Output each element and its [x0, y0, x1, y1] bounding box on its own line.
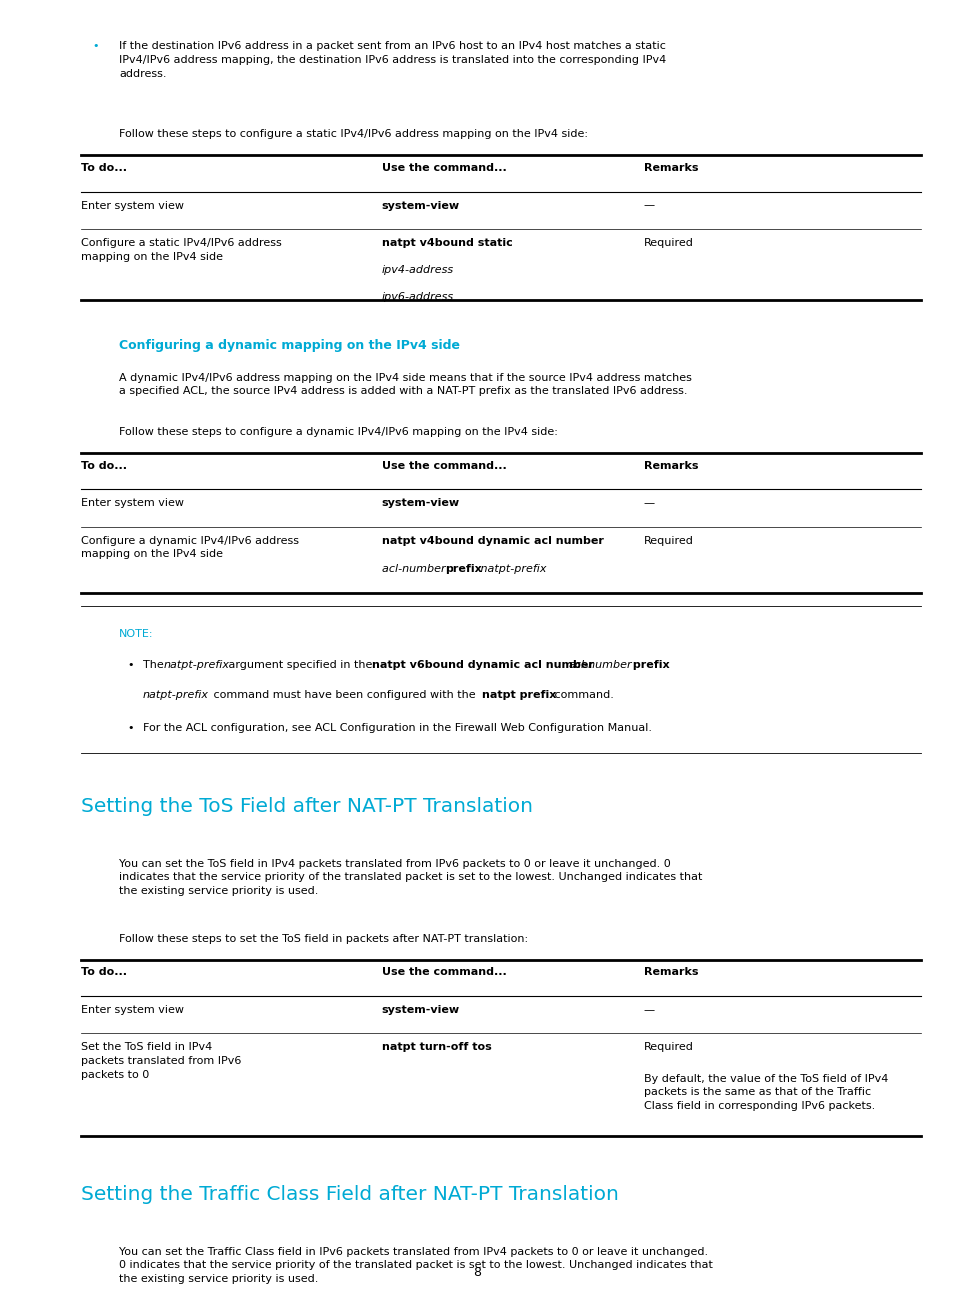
Text: To do...: To do...	[81, 968, 127, 977]
Text: natpt v6bound dynamic acl number: natpt v6bound dynamic acl number	[372, 660, 598, 670]
Text: Setting the Traffic Class Field after NAT-PT Translation: Setting the Traffic Class Field after NA…	[81, 1185, 618, 1203]
Text: natpt v4bound dynamic acl number: natpt v4bound dynamic acl number	[381, 536, 603, 546]
Text: ipv6-address: ipv6-address	[381, 292, 454, 303]
Text: The: The	[143, 660, 167, 670]
Text: A dynamic IPv4/IPv6 address mapping on the IPv4 side means that if the source IP: A dynamic IPv4/IPv6 address mapping on t…	[119, 373, 691, 396]
Text: Follow these steps to set the ToS field in packets after NAT-PT translation:: Follow these steps to set the ToS field …	[119, 934, 528, 943]
Text: Required: Required	[643, 238, 693, 248]
Text: Enter system view: Enter system view	[81, 201, 184, 211]
Text: Follow these steps to configure a dynamic IPv4/IPv6 mapping on the IPv4 side:: Follow these steps to configure a dynami…	[119, 427, 558, 437]
Text: natpt-prefix: natpt-prefix	[164, 660, 230, 670]
Text: 8: 8	[473, 1266, 480, 1278]
Text: natpt turn-off tos: natpt turn-off tos	[381, 1043, 491, 1052]
Text: To do...: To do...	[81, 461, 127, 471]
Text: system-view: system-view	[381, 201, 459, 211]
Text: Required: Required	[643, 1043, 693, 1052]
Text: •: •	[127, 723, 133, 732]
Text: command.: command.	[551, 690, 614, 700]
Text: natpt prefix: natpt prefix	[481, 690, 556, 700]
Text: acl-number: acl-number	[568, 660, 632, 670]
Text: prefix: prefix	[628, 660, 669, 670]
Text: Use the command...: Use the command...	[381, 163, 506, 173]
Text: Configuring a dynamic mapping on the IPv4 side: Configuring a dynamic mapping on the IPv…	[119, 339, 459, 352]
Text: Required: Required	[643, 536, 693, 546]
Text: acl-number: acl-number	[381, 564, 448, 573]
Text: natpt v4bound static: natpt v4bound static	[381, 238, 516, 248]
Text: If the destination IPv6 address in a packet sent from an IPv6 host to an IPv4 ho: If the destination IPv6 address in a pac…	[119, 41, 666, 79]
Text: natpt-prefix: natpt-prefix	[143, 690, 209, 700]
Text: Follow these steps to configure a static IPv4/IPv6 address mapping on the IPv4 s: Follow these steps to configure a static…	[119, 129, 588, 140]
Text: You can set the ToS field in IPv4 packets translated from IPv6 packets to 0 or l: You can set the ToS field in IPv4 packet…	[119, 859, 702, 895]
Text: system-view: system-view	[381, 498, 459, 509]
Text: To do...: To do...	[81, 163, 127, 173]
Text: —: —	[643, 1005, 655, 1014]
Text: Use the command...: Use the command...	[381, 968, 506, 977]
Text: —: —	[643, 201, 655, 211]
Text: You can set the Traffic Class field in IPv6 packets translated from IPv4 packets: You can set the Traffic Class field in I…	[119, 1247, 713, 1284]
Text: NOTE:: NOTE:	[119, 629, 153, 639]
Text: argument specified in the: argument specified in the	[225, 660, 375, 670]
Text: prefix: prefix	[445, 564, 482, 573]
Text: Configure a dynamic IPv4/IPv6 address
mapping on the IPv4 side: Configure a dynamic IPv4/IPv6 address ma…	[81, 536, 299, 559]
Text: Remarks: Remarks	[643, 968, 698, 977]
Text: For the ACL configuration, see ACL Configuration in the Firewall Web Configurati: For the ACL configuration, see ACL Confi…	[143, 723, 652, 732]
Text: •: •	[127, 660, 133, 670]
Text: •: •	[92, 41, 99, 52]
Text: By default, the value of the ToS field of IPv4
packets is the same as that of th: By default, the value of the ToS field o…	[643, 1074, 887, 1112]
Text: Set the ToS field in IPv4
packets translated from IPv6
packets to 0: Set the ToS field in IPv4 packets transl…	[81, 1043, 241, 1079]
Text: Enter system view: Enter system view	[81, 1005, 184, 1014]
Text: Enter system view: Enter system view	[81, 498, 184, 509]
Text: —: —	[643, 498, 655, 509]
Text: Remarks: Remarks	[643, 163, 698, 173]
Text: Use the command...: Use the command...	[381, 461, 506, 471]
Text: ipv4-address: ipv4-address	[381, 265, 454, 276]
Text: system-view: system-view	[381, 1005, 459, 1014]
Text: command must have been configured with the: command must have been configured with t…	[210, 690, 478, 700]
Text: natpt-prefix: natpt-prefix	[476, 564, 546, 573]
Text: Setting the ToS Field after NAT-PT Translation: Setting the ToS Field after NAT-PT Trans…	[81, 797, 533, 815]
Text: Remarks: Remarks	[643, 461, 698, 471]
Text: Configure a static IPv4/IPv6 address
mapping on the IPv4 side: Configure a static IPv4/IPv6 address map…	[81, 238, 281, 261]
